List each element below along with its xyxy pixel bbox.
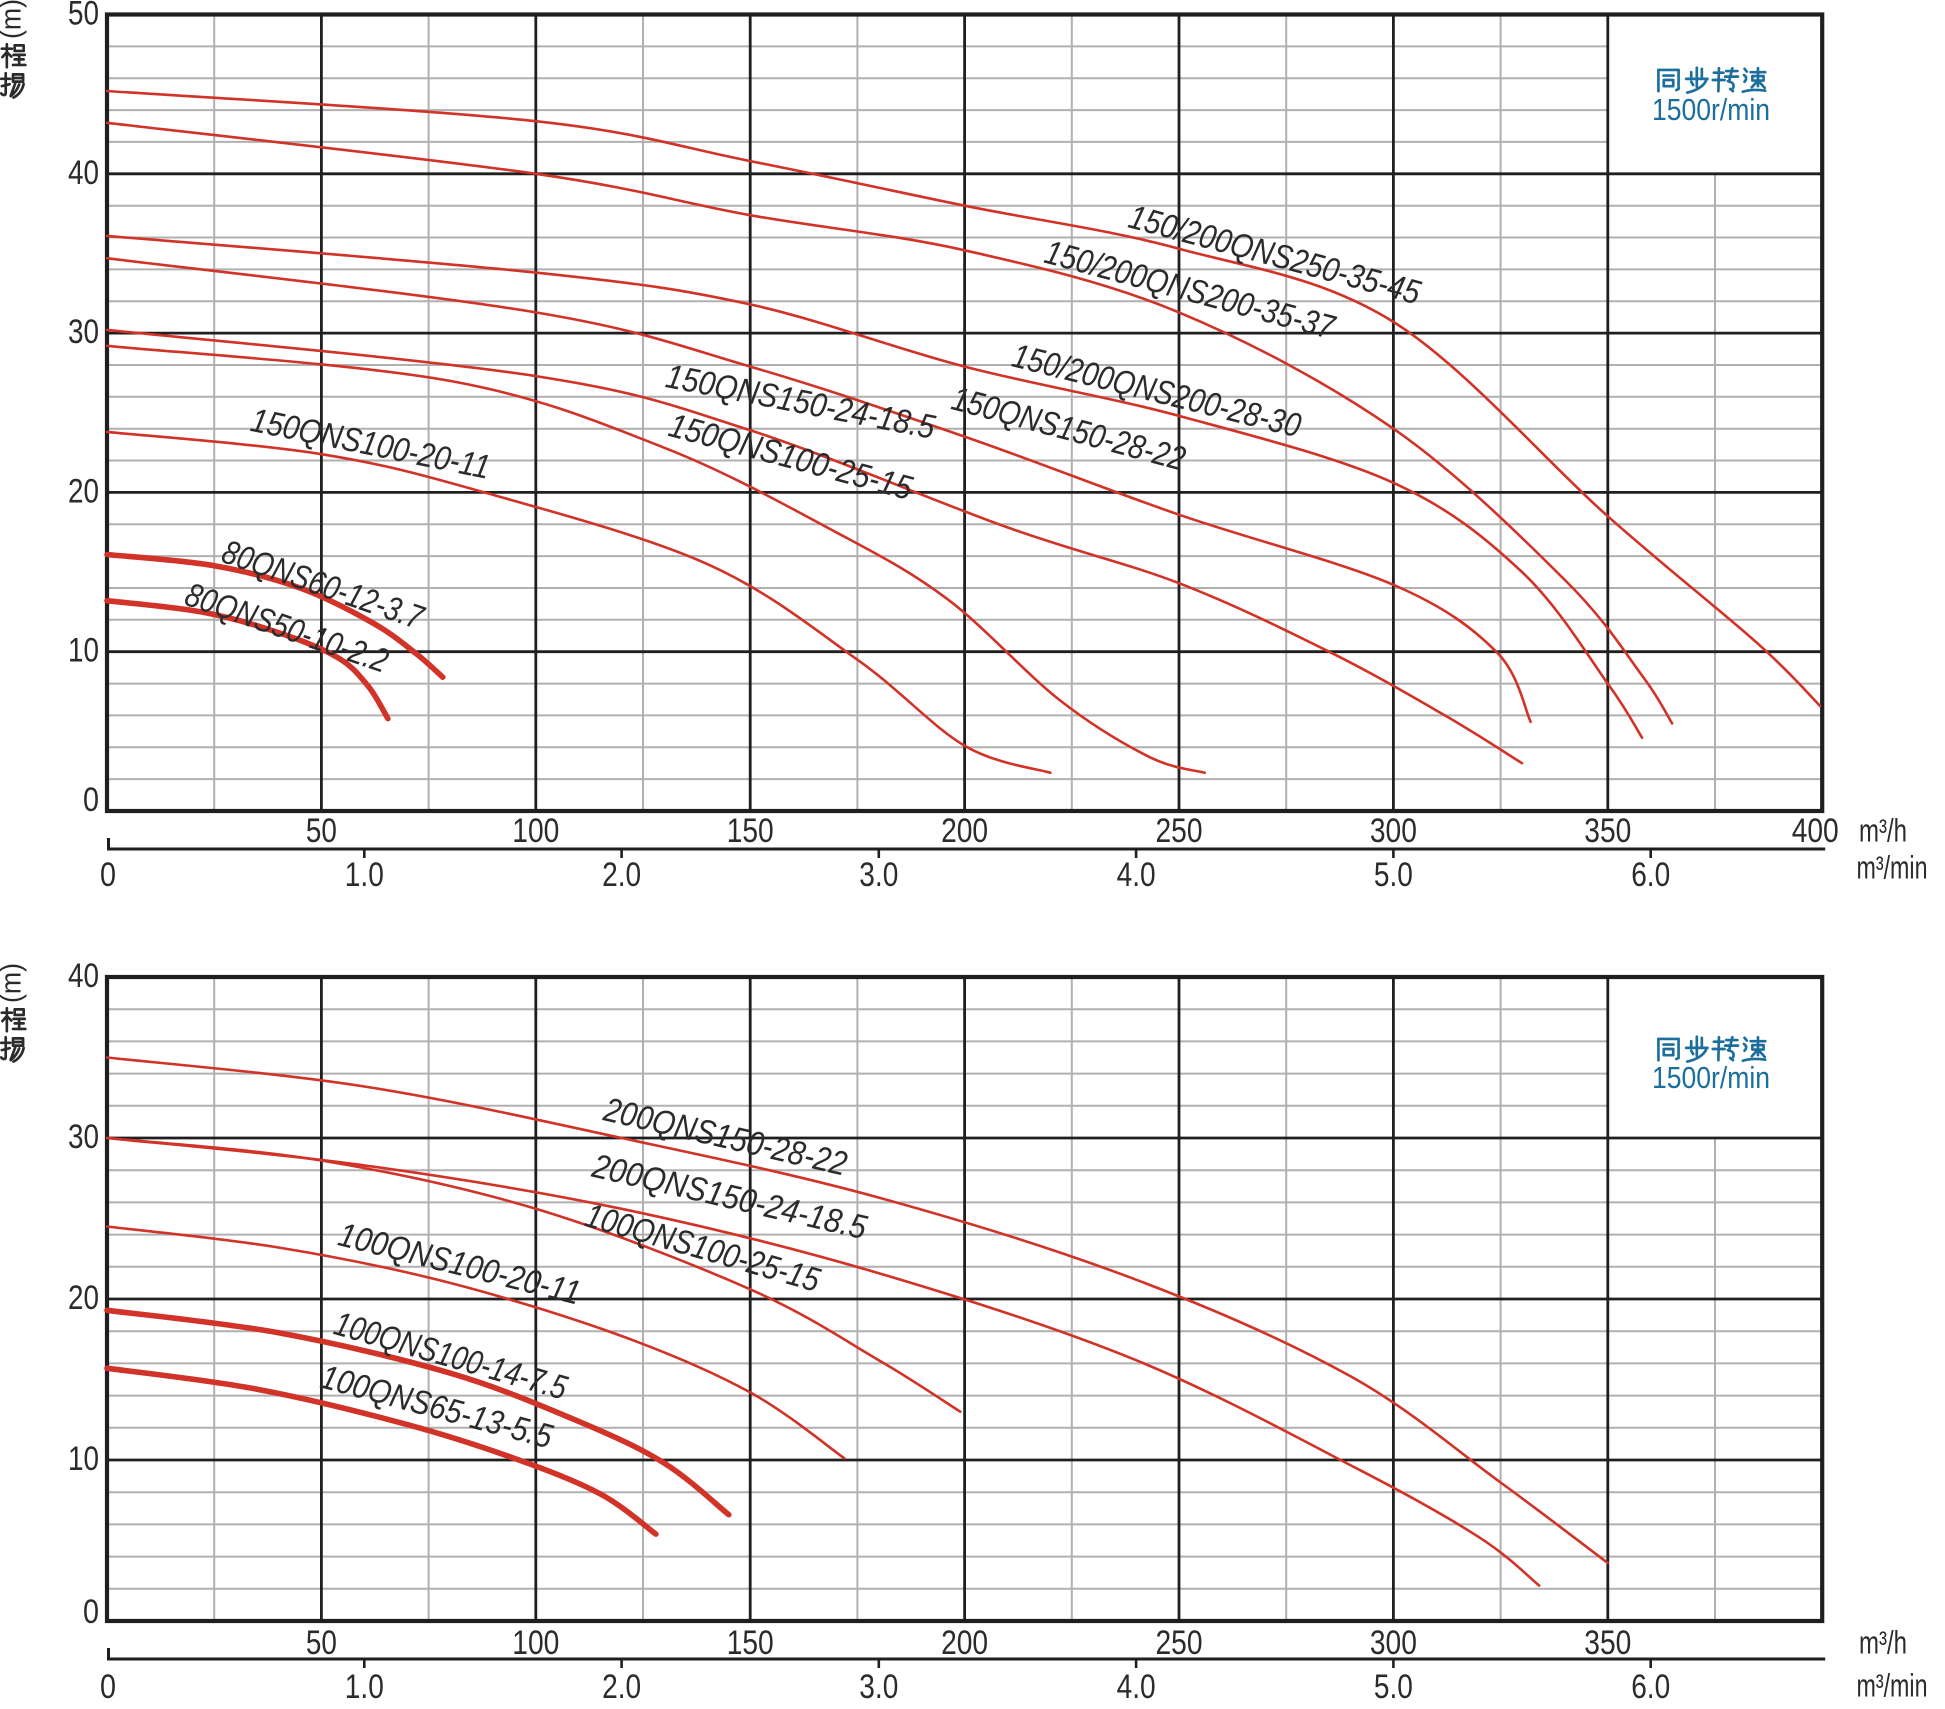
svg-text:150: 150 (727, 812, 774, 850)
svg-text:350: 350 (1584, 1624, 1631, 1662)
svg-text:200: 200 (941, 812, 988, 850)
svg-text:20: 20 (68, 472, 99, 510)
svg-text:m³/h: m³/h (1859, 812, 1907, 848)
svg-text:1.0: 1.0 (345, 856, 384, 894)
svg-text:400: 400 (1792, 812, 1839, 850)
svg-text:0: 0 (83, 781, 99, 819)
svg-text:m³/min: m³/min (1857, 849, 1928, 885)
svg-text:200: 200 (941, 1624, 988, 1662)
svg-text:300: 300 (1370, 1624, 1417, 1662)
svg-text:40: 40 (68, 154, 99, 192)
svg-text:0: 0 (100, 856, 116, 894)
svg-text:2.0: 2.0 (602, 856, 641, 894)
svg-text:1.0: 1.0 (345, 1668, 384, 1704)
svg-text:300: 300 (1370, 812, 1417, 850)
svg-text:30: 30 (68, 313, 99, 351)
svg-text:1500r/min: 1500r/min (1652, 92, 1770, 127)
svg-text:350: 350 (1584, 812, 1631, 850)
svg-text:150: 150 (727, 1624, 774, 1662)
svg-text:6.0: 6.0 (1631, 856, 1670, 894)
svg-text:50: 50 (68, 0, 99, 32)
svg-text:4.0: 4.0 (1117, 856, 1156, 894)
svg-text:250: 250 (1156, 1624, 1203, 1662)
svg-text:30: 30 (68, 1118, 99, 1156)
svg-text:5.0: 5.0 (1374, 1668, 1413, 1704)
svg-text:2.0: 2.0 (602, 1668, 641, 1704)
svg-text:m³/h: m³/h (1859, 1624, 1907, 1660)
svg-text:3.0: 3.0 (859, 856, 898, 894)
svg-text:250: 250 (1156, 812, 1203, 850)
svg-text:3.0: 3.0 (859, 1668, 898, 1704)
svg-text:0: 0 (100, 1668, 116, 1704)
svg-text:100: 100 (512, 1624, 559, 1662)
svg-text:5.0: 5.0 (1374, 856, 1413, 894)
svg-text:40: 40 (68, 957, 99, 995)
svg-text:1500r/min: 1500r/min (1652, 1060, 1770, 1095)
svg-text:10: 10 (68, 1440, 99, 1478)
svg-text:100: 100 (512, 812, 559, 850)
svg-text:20: 20 (68, 1279, 99, 1317)
svg-text:50: 50 (306, 1624, 337, 1662)
svg-text:m³/min: m³/min (1857, 1667, 1928, 1703)
svg-text:(m): (m) (0, 0, 28, 39)
svg-text:0: 0 (83, 1593, 99, 1631)
svg-text:10: 10 (68, 632, 99, 670)
svg-text:(m): (m) (0, 963, 28, 1003)
svg-text:6.0: 6.0 (1631, 1668, 1670, 1704)
svg-text:50: 50 (306, 812, 337, 850)
svg-text:4.0: 4.0 (1117, 1668, 1156, 1704)
